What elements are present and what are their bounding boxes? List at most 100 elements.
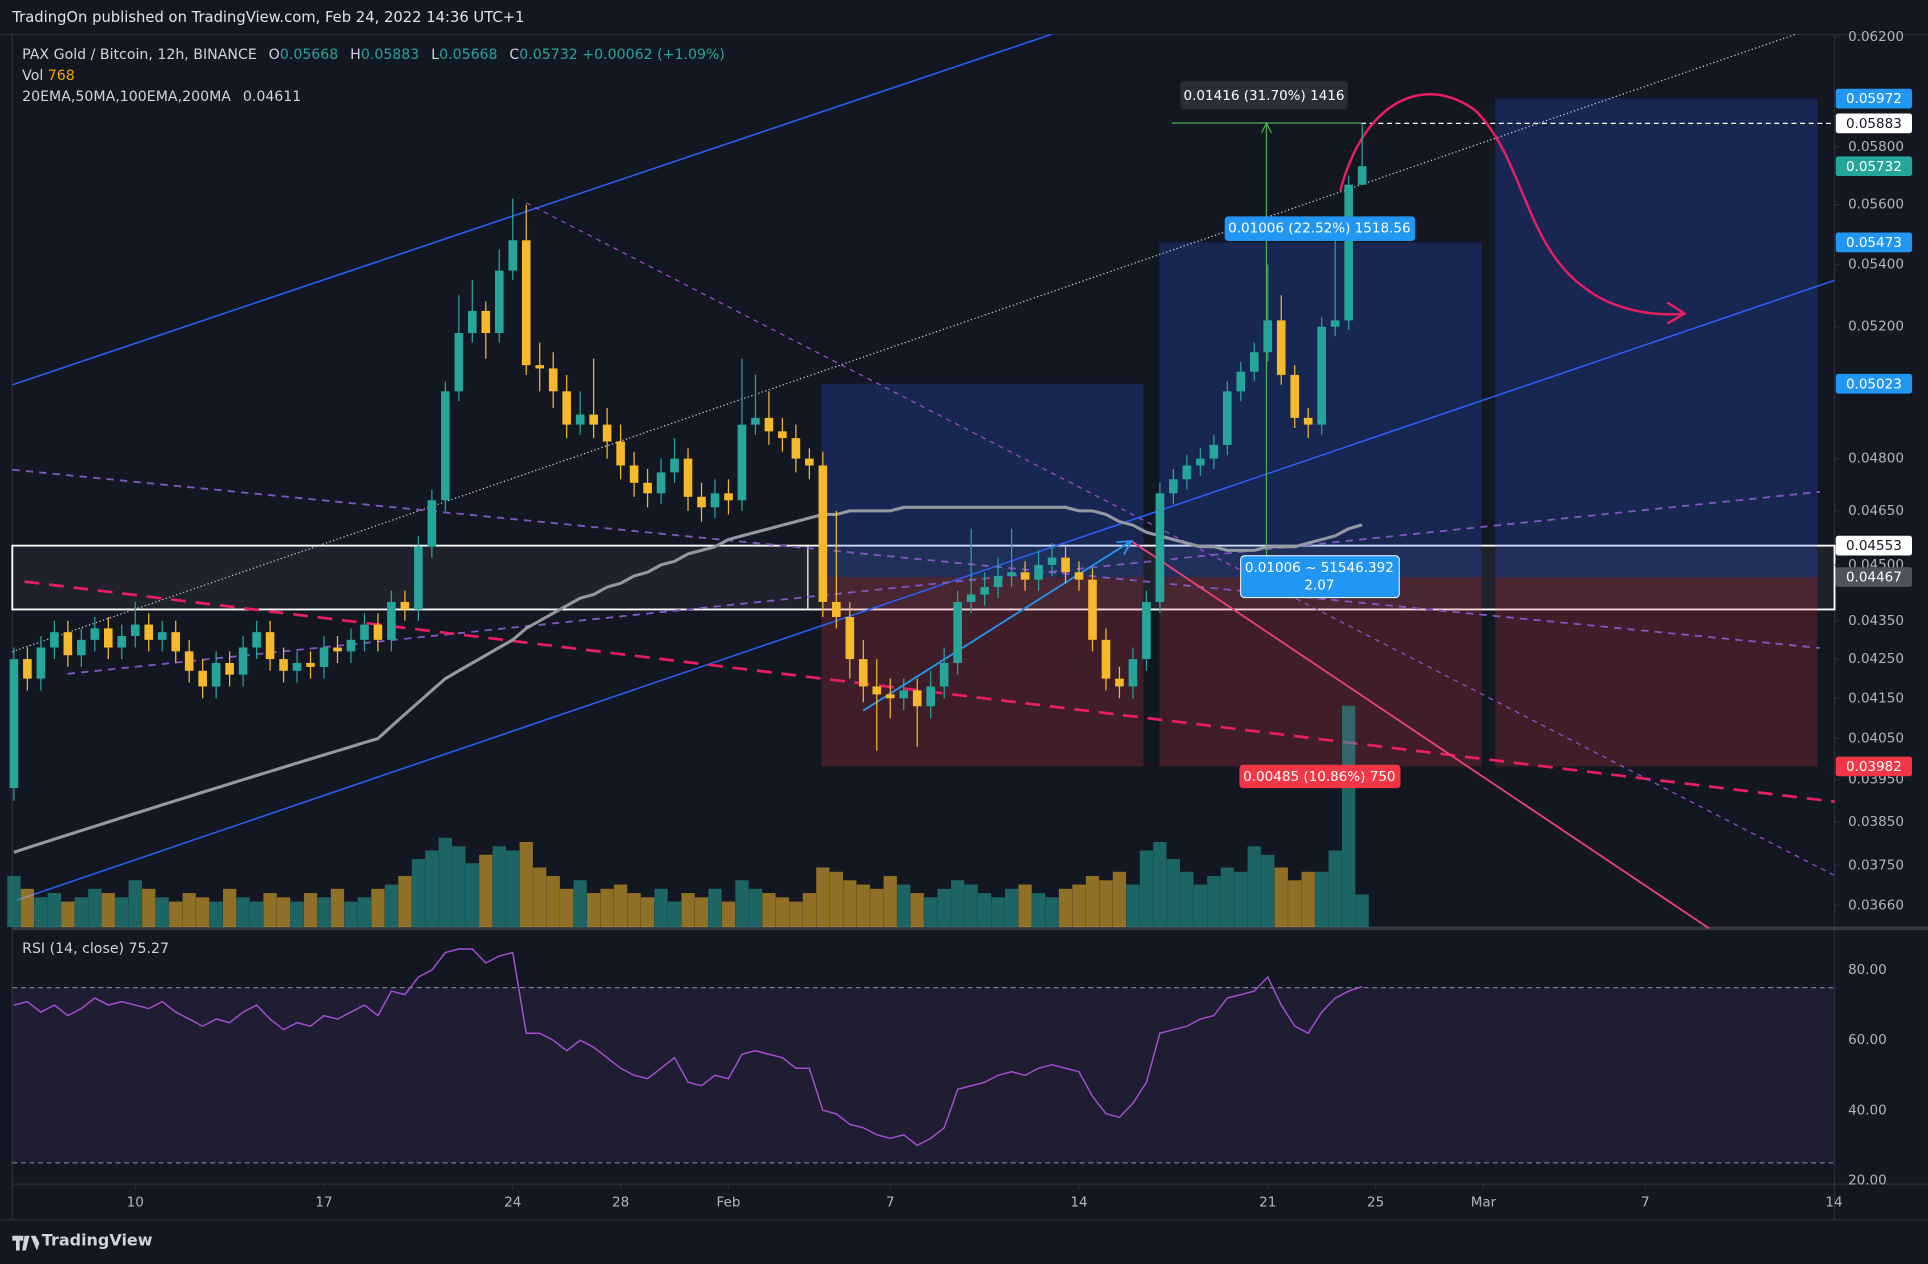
range-zone	[11, 544, 1836, 611]
x-tick-label: 7	[1641, 1195, 1650, 1211]
volume-bar	[1274, 867, 1288, 928]
volume-bar	[384, 884, 399, 928]
candle-body	[1182, 465, 1192, 480]
footer-text: TradingView	[41, 1232, 153, 1251]
candle-body	[1223, 391, 1232, 445]
volume-bar	[425, 850, 439, 928]
dotted-line	[12, 33, 1796, 653]
candle-body	[265, 632, 275, 660]
volume-bar	[533, 867, 547, 928]
volume-group	[7, 705, 1369, 928]
x-tick-label: 28	[612, 1195, 629, 1211]
price-badge	[1835, 88, 1913, 109]
volume-bar	[1139, 850, 1154, 928]
volume-bar	[1193, 884, 1207, 928]
candle-body	[157, 632, 167, 640]
volume-bar	[1112, 871, 1127, 928]
volume-bar	[34, 897, 48, 928]
volume-bar	[829, 871, 843, 928]
volume-bar	[115, 897, 129, 928]
volume-bar	[1126, 884, 1140, 928]
volume-bar	[1045, 897, 1059, 928]
candle-body	[1155, 493, 1165, 602]
rsi-name: RSI (14, close)	[22, 939, 125, 957]
ohlc-value: 0.05883	[360, 45, 420, 63]
candle-body	[1357, 166, 1367, 185]
volume-bar	[1315, 871, 1329, 928]
volume-bar	[371, 888, 385, 928]
volume-bar	[249, 901, 264, 928]
candle-body	[238, 647, 248, 675]
y-tick-label: 0.05200	[1848, 319, 1904, 335]
volume-bar	[1261, 854, 1275, 928]
candle-body	[562, 391, 571, 425]
price-badge-label: 0.03982	[1846, 759, 1902, 775]
candle-body	[872, 686, 882, 695]
candle-body	[1330, 320, 1340, 327]
annotation-box	[1239, 764, 1401, 789]
legend: PAX Gold / Bitcoin, 12h, BINANCE O0.0566…	[22, 44, 725, 107]
y-tick-label: 0.05600	[1848, 197, 1904, 213]
candle-body	[1088, 579, 1097, 640]
candle-body	[926, 686, 936, 707]
x-tick-label: 10	[127, 1195, 144, 1211]
volume-bar	[101, 893, 115, 928]
volume-bar	[438, 837, 452, 928]
ohlc-value: 0.05668	[279, 45, 339, 63]
rsi-tick-label: 80.00	[1848, 962, 1887, 978]
volume-bar	[1207, 876, 1221, 928]
candle-body	[50, 632, 59, 648]
volume-bar	[344, 901, 358, 928]
candle-body	[103, 628, 113, 648]
volume-bar	[169, 901, 183, 928]
candle-body	[885, 694, 895, 699]
axes-group: 80.00 60.00 40.00 20.00 0.06200 0.05800 0.0560…	[127, 29, 1913, 1211]
candle-body	[805, 458, 814, 466]
volume-bar	[897, 884, 911, 928]
volume-bar	[1288, 880, 1302, 928]
volume-name: Vol	[22, 66, 44, 84]
candle-body	[481, 310, 491, 334]
candle-body	[400, 601, 410, 610]
volume-bar	[128, 880, 142, 928]
volume-bar	[640, 897, 655, 928]
candle-body	[993, 575, 1003, 588]
candle-body	[602, 424, 612, 442]
volume-bar	[1247, 846, 1261, 928]
volume-bar	[910, 893, 924, 928]
legend-line: Vol 768	[22, 65, 725, 86]
volume-bar	[924, 897, 938, 928]
candle-body	[1020, 572, 1030, 580]
rsi-line	[13, 948, 1363, 1147]
ohlc-value: 0.05732	[519, 45, 578, 63]
dashed-line	[67, 490, 1820, 675]
candle-body	[683, 458, 693, 497]
x-tick-label: 17	[315, 1195, 332, 1211]
annotation: 2.07	[1304, 577, 1334, 593]
candle-body	[508, 240, 518, 271]
volume-bar	[1220, 867, 1234, 928]
volume-bar	[492, 846, 506, 928]
candle-body	[670, 458, 679, 473]
volume-bar	[951, 880, 965, 928]
volume-bar	[155, 897, 169, 928]
price-badge-label: 0.05023	[1846, 376, 1902, 392]
projection-curve	[1339, 93, 1685, 316]
price-badge-label: 0.04553	[1846, 538, 1902, 554]
volume-value: 768	[47, 66, 75, 84]
annotation-box	[1240, 555, 1400, 599]
volume-bar	[937, 888, 951, 928]
legend-line: 20EMA,50MA,100EMA,200MA 0.04611	[22, 86, 725, 107]
ohlc-key: C	[509, 45, 520, 63]
volume-bar	[398, 876, 412, 928]
candle-body	[63, 632, 73, 656]
candle-body	[1276, 320, 1286, 375]
volume-bar	[573, 880, 587, 928]
candles-group	[9, 123, 1367, 801]
candle-body	[778, 431, 787, 439]
candle-body	[521, 240, 531, 366]
price-badge-label: 0.05732	[1846, 159, 1902, 175]
ohlc-value: 0.05668	[439, 45, 498, 63]
candle-body	[333, 647, 342, 652]
candle-body	[279, 659, 288, 671]
